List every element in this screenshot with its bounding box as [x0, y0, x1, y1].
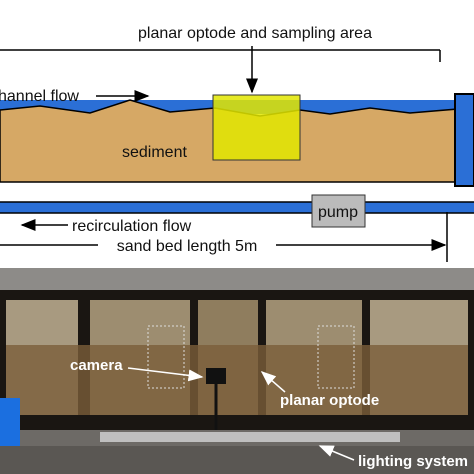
wall: [0, 268, 474, 290]
optode-frame: [147, 325, 185, 389]
optode-frame: [317, 325, 355, 389]
pipe: [0, 201, 474, 214]
title: planar optode and sampling area: [138, 25, 372, 42]
optode-label: planar optode: [280, 392, 379, 409]
arrow: [260, 371, 286, 393]
channel-flow-label: channel flow: [0, 88, 79, 105]
arrow: [318, 445, 355, 461]
photo: camera planar optode lighting system: [0, 268, 474, 474]
light-rail: [100, 432, 400, 442]
length-label: sand bed length 5m: [117, 238, 258, 255]
floor: [0, 446, 474, 474]
pump-box: [311, 194, 366, 228]
camera-label: camera: [70, 357, 123, 374]
camera-body: [206, 368, 226, 384]
tank-end: [454, 93, 474, 187]
schematic: planar optode and sampling area channel …: [0, 25, 474, 262]
monitor: [0, 398, 20, 446]
sediment-label: sediment: [122, 144, 187, 161]
sediment-photo: [6, 345, 468, 415]
optode-area: [212, 94, 301, 161]
arrow: [127, 367, 204, 382]
lighting-label: lighting system: [358, 453, 468, 470]
pump-label: pump: [318, 204, 358, 221]
recirculation-label: recirculation flow: [72, 218, 192, 235]
label-bg: [98, 235, 276, 255]
